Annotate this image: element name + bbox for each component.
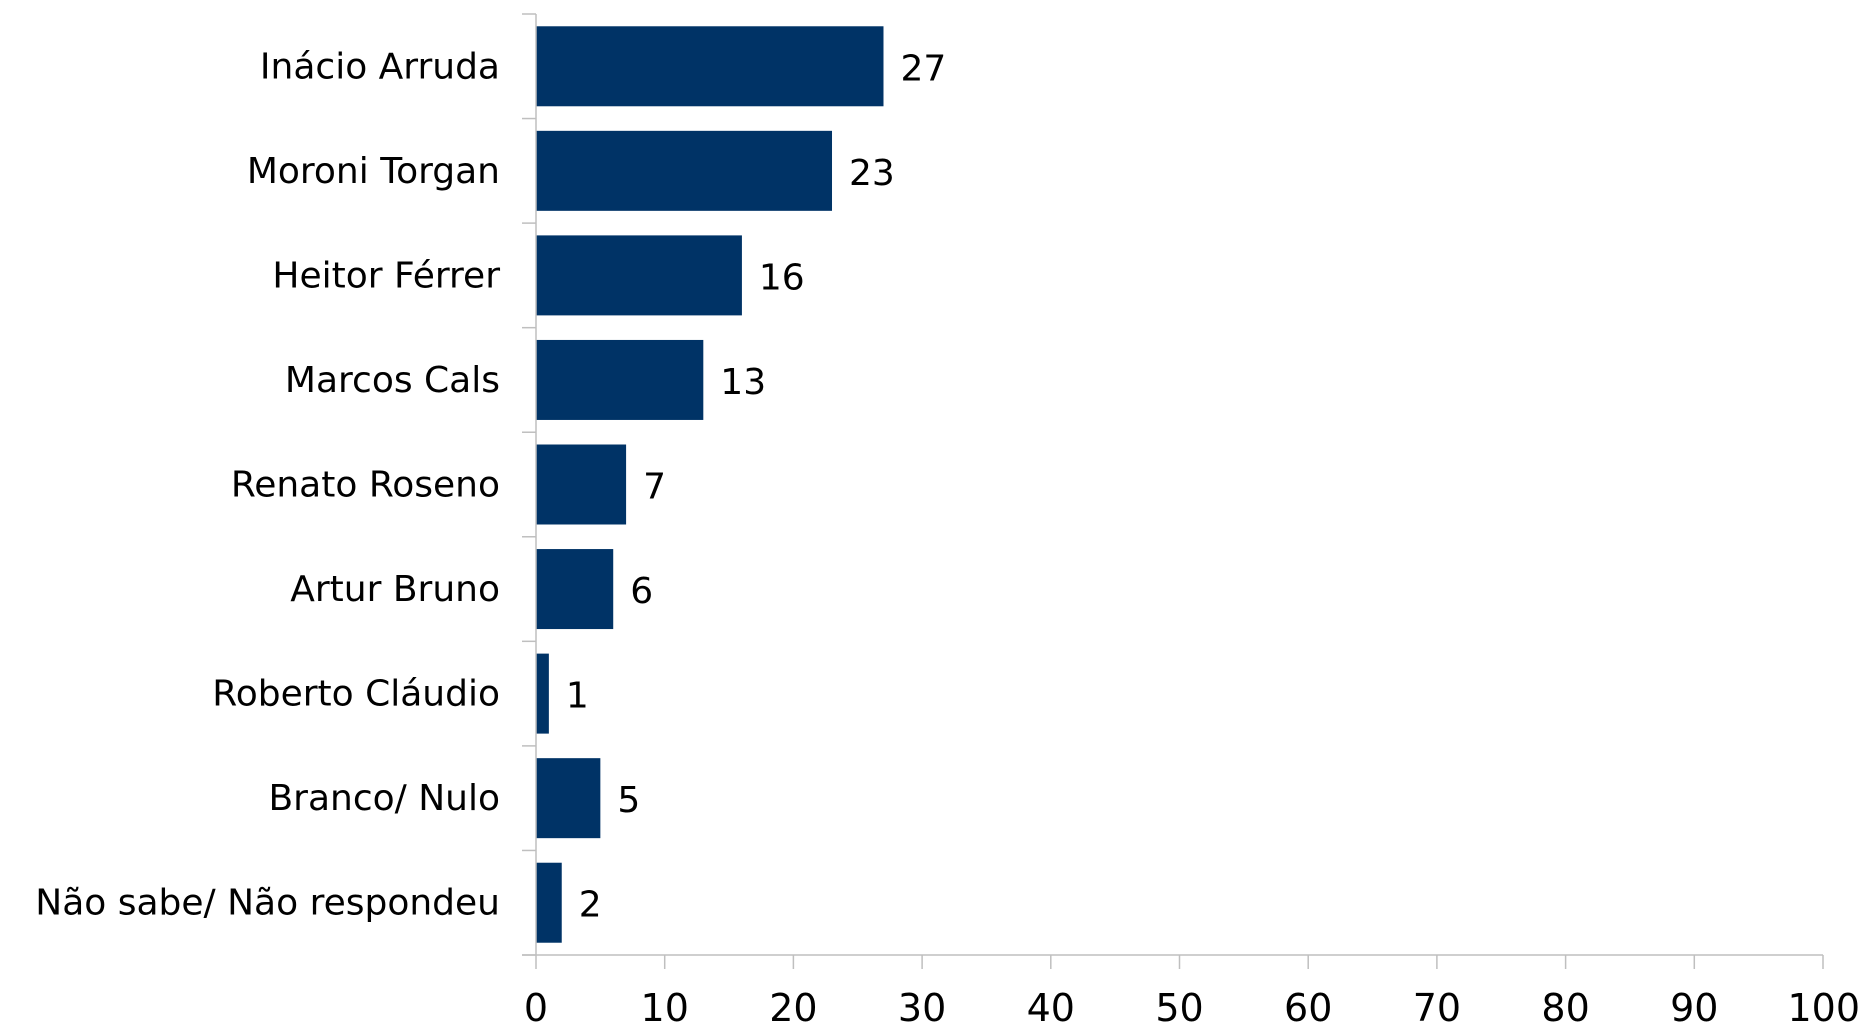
category-label-3: Marcos Cals bbox=[285, 360, 500, 401]
bar-7 bbox=[536, 758, 601, 839]
bar-6 bbox=[536, 653, 549, 734]
value-label-8: 2 bbox=[579, 885, 602, 926]
bars-group bbox=[536, 26, 884, 943]
bar-3 bbox=[536, 339, 704, 420]
category-label-2: Heitor Férrer bbox=[272, 255, 500, 296]
value-label-7: 5 bbox=[617, 780, 640, 821]
value-label-5: 6 bbox=[630, 571, 653, 612]
axes-group bbox=[522, 13, 1824, 969]
value-labels-group: 27 23 16 13 7 6 1 5 2 bbox=[566, 48, 946, 925]
category-label-6: Roberto Cláudio bbox=[212, 674, 500, 715]
x-tick-label-6: 60 bbox=[1284, 986, 1332, 1024]
value-label-0: 27 bbox=[900, 48, 946, 89]
bar-8 bbox=[536, 862, 562, 943]
x-tick-label-2: 20 bbox=[769, 986, 817, 1024]
category-labels-group: Inácio Arruda Moroni Torgan Heitor Férrer M… bbox=[35, 46, 500, 923]
bar-4 bbox=[536, 444, 627, 525]
category-label-8: Não sabe/ Não respondeu bbox=[35, 883, 500, 924]
x-tick-label-1: 10 bbox=[641, 986, 689, 1024]
value-label-1: 23 bbox=[849, 153, 895, 194]
category-label-7: Branco/ Nulo bbox=[268, 778, 500, 819]
bar-0 bbox=[536, 26, 884, 107]
x-tick-label-4: 40 bbox=[1027, 986, 1075, 1024]
bar-2 bbox=[536, 235, 742, 316]
value-label-6: 1 bbox=[566, 676, 589, 717]
category-label-1: Moroni Torgan bbox=[247, 151, 500, 192]
value-label-2: 16 bbox=[759, 257, 805, 298]
x-tick-label-8: 80 bbox=[1541, 986, 1589, 1024]
bar-1 bbox=[536, 130, 833, 211]
x-tick-label-7: 70 bbox=[1413, 986, 1461, 1024]
value-label-3: 13 bbox=[720, 362, 766, 403]
x-tick-label-10: 100 bbox=[1787, 986, 1860, 1024]
category-label-0: Inácio Arruda bbox=[260, 46, 500, 87]
value-label-4: 7 bbox=[643, 467, 666, 508]
bar-5 bbox=[536, 549, 614, 630]
x-tick-label-0: 0 bbox=[524, 986, 548, 1024]
x-tick-label-9: 90 bbox=[1670, 986, 1718, 1024]
tick-labels-group: 0 10 20 30 40 50 60 70 80 90 100 bbox=[524, 986, 1860, 1024]
x-tick-label-5: 50 bbox=[1155, 986, 1203, 1024]
category-label-5: Artur Bruno bbox=[290, 569, 500, 610]
x-tick-label-3: 30 bbox=[898, 986, 946, 1024]
category-label-4: Renato Roseno bbox=[231, 465, 500, 506]
